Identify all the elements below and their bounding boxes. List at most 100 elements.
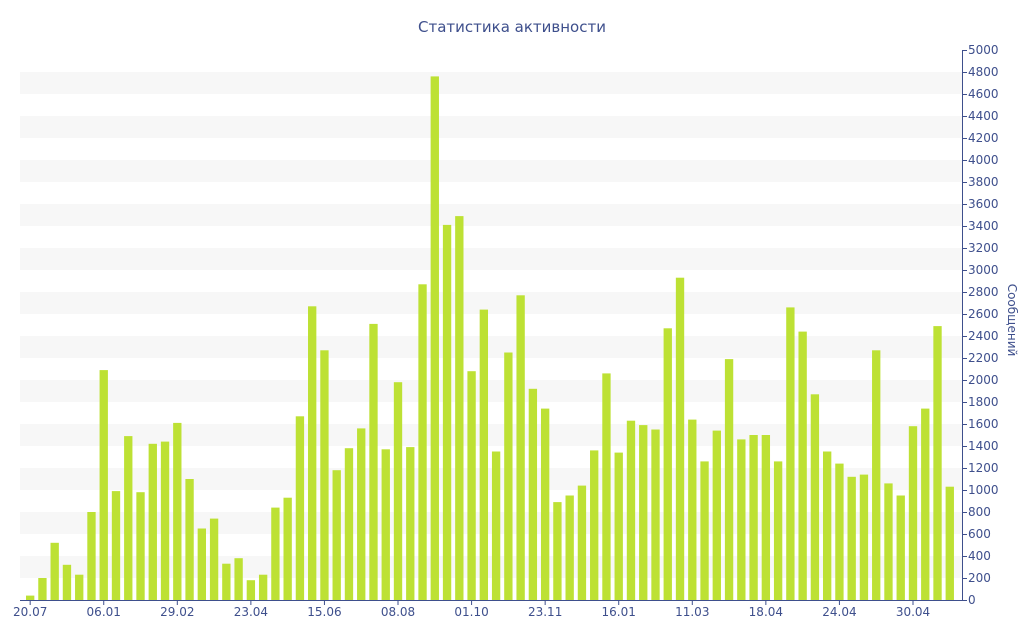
bar [590,450,599,600]
bar [921,408,930,600]
y-tick-label: 4200 [968,131,999,145]
x-tick-label: 11.03 [675,605,709,619]
bar [626,420,636,600]
y-tick-label: 2600 [968,307,999,321]
y-tick-label: 2800 [968,285,999,299]
y-tick-label: 3400 [968,219,999,233]
bar [320,350,329,600]
y-tick-label: 4600 [968,87,999,101]
grid-bands [20,72,962,578]
y-tick-label: 3000 [968,263,999,277]
bar [185,479,194,600]
y-tick-label: 4400 [968,109,999,123]
y-tick-label: 600 [968,527,991,541]
bar [75,574,84,600]
y-tick-label: 1800 [968,395,999,409]
x-tick-label: 23.11 [528,605,562,619]
y-tick-label: 400 [968,549,991,563]
bar [737,439,746,600]
y-tick-label: 1000 [968,483,999,497]
bar [798,331,807,600]
bar [773,461,783,600]
x-tick-label: 01.10 [454,605,488,619]
bar [99,370,108,600]
bar [209,518,219,600]
bar [295,416,305,600]
bar [749,435,758,600]
bar [700,461,709,600]
y-tick-label: 3800 [968,175,999,189]
bar [614,452,623,600]
bar [111,491,121,600]
x-tick-label: 08.08 [381,605,415,619]
bar [258,574,268,600]
grid-band [20,292,962,314]
y-tick-label: 3200 [968,241,999,255]
bar [308,306,317,600]
bars-group [26,76,967,601]
bar [663,328,672,600]
y-axis-ticks: 0 200 400 600 800 1000 1200 1400 1600 1800 2000 220… [962,43,999,607]
x-tick-label: 24.04 [822,605,856,619]
grid-band [20,380,962,402]
bar [418,284,427,600]
bar [859,474,869,600]
bar [136,492,145,600]
bar [504,352,513,600]
bar [222,563,231,600]
grid-band [20,72,962,94]
y-tick-label: 200 [968,571,991,585]
x-tick-label: 18.04 [749,605,783,619]
bar [491,451,501,600]
bar [406,447,415,600]
bar [540,408,550,600]
y-tick-label: 2400 [968,329,999,343]
bar [26,595,35,600]
grid-band [20,248,962,270]
bar [442,224,452,600]
bar [357,428,366,600]
x-tick-label: 29.02 [160,605,194,619]
y-axis-title: Сообщений [1005,284,1019,357]
bar [271,507,280,600]
y-tick-label: 2200 [968,351,999,365]
bar [933,326,942,600]
chart-title: Статистика активности [418,18,606,36]
grid-band [20,204,962,226]
bar [675,277,685,600]
bar [87,512,96,600]
bar [602,373,611,600]
bar [786,307,795,600]
bar [639,425,648,600]
bar [393,382,403,600]
bar [381,449,390,600]
bar [651,429,660,600]
y-tick-label: 1600 [968,417,999,431]
bar [332,470,341,600]
y-tick-label: 2000 [968,373,999,387]
bar [148,443,157,600]
bar [246,580,256,600]
grid-band [20,116,962,138]
y-tick-label: 1200 [968,461,999,475]
bar [479,309,489,600]
grid-band [20,160,962,182]
bar [455,216,464,600]
bar [688,419,697,600]
x-tick-label: 15.06 [307,605,341,619]
bar [50,542,59,600]
bar [160,441,170,600]
bar [822,451,832,600]
y-tick-label: 5000 [968,43,999,57]
x-tick-label: 20.07 [13,605,47,619]
x-axis-ticks: 20.07 06.01 29.02 23.04 15.06 08.08 01.10 23.11… [13,600,930,619]
bar [124,436,133,600]
bar [516,295,525,600]
bar [528,388,538,600]
bar [872,350,881,600]
bar [62,564,72,600]
bar [810,394,820,600]
y-tick-label: 4000 [968,153,999,167]
bar [761,435,771,600]
